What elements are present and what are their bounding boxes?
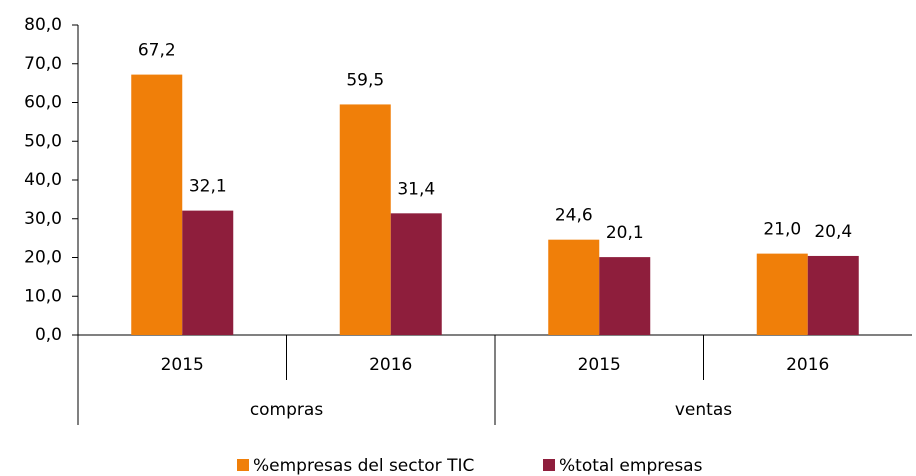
y-tick-label: 30,0 [24,209,62,229]
y-tick-label: 80,0 [24,15,62,35]
bar [131,74,183,335]
y-tick-label: 50,0 [24,131,62,151]
data-label: 21,0 [763,220,801,240]
data-label: 32,1 [189,177,227,197]
group-label: ventas [675,400,732,420]
y-tick-label: 40,0 [24,170,62,190]
bar [756,253,808,335]
data-label: 59,5 [346,70,384,90]
y-tick-label: 10,0 [24,286,62,306]
bar [548,239,600,335]
bar [599,257,651,335]
data-label: 31,4 [397,179,435,199]
x-tick-label: 2016 [369,355,412,375]
group-label: compras [250,400,324,420]
data-label: 67,2 [138,41,176,61]
y-tick-label: 70,0 [24,54,62,74]
bar [339,104,391,335]
bar [807,255,859,335]
data-label: 20,1 [606,223,644,243]
y-tick-label: 0,0 [35,325,62,345]
legend-swatch [543,459,555,471]
x-tick-label: 2015 [578,355,621,375]
data-label: 24,6 [555,206,593,226]
bar [390,213,442,335]
legend-label: %empresas del sector TIC [253,456,474,476]
y-tick-label: 60,0 [24,93,62,113]
legend-label: %total empresas [559,456,703,476]
legend-swatch [237,459,249,471]
bar [182,210,234,335]
y-tick-label: 20,0 [24,248,62,268]
x-tick-label: 2015 [161,355,204,375]
data-label: 20,4 [814,222,852,242]
x-tick-label: 2016 [786,355,829,375]
